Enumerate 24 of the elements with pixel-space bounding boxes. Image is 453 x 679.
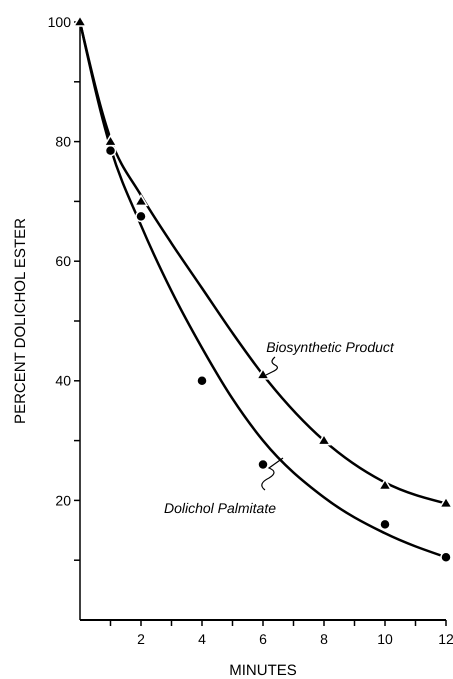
legend-label: Dolichol Palmitate	[164, 500, 276, 516]
point	[256, 368, 270, 380]
series-label: Biosynthetic Product	[266, 339, 395, 355]
x-axis-title: MINUTES	[229, 662, 297, 679]
x-tick-label: 8	[320, 631, 328, 647]
point	[104, 144, 116, 156]
point	[134, 194, 148, 206]
point	[104, 134, 118, 146]
x-tick-label: 6	[259, 631, 268, 647]
y-tick-label: 100	[48, 14, 72, 30]
x-tick-label: 12	[438, 631, 453, 647]
point	[257, 458, 269, 470]
point	[379, 518, 391, 530]
point	[378, 478, 392, 490]
x-tick-label: 4	[198, 631, 206, 647]
x-tick-label: 2	[137, 631, 146, 647]
y-tick-label: 80	[55, 134, 72, 150]
y-tick-label: 40	[55, 372, 72, 389]
point	[439, 496, 453, 508]
point	[135, 210, 147, 222]
x-tick-label: 10	[377, 631, 393, 647]
y-tick-label: 60	[55, 253, 72, 270]
y-tick-label: 20	[55, 492, 72, 508]
y-axis-title: PERCENT DOLICHOL ESTER	[12, 218, 29, 424]
